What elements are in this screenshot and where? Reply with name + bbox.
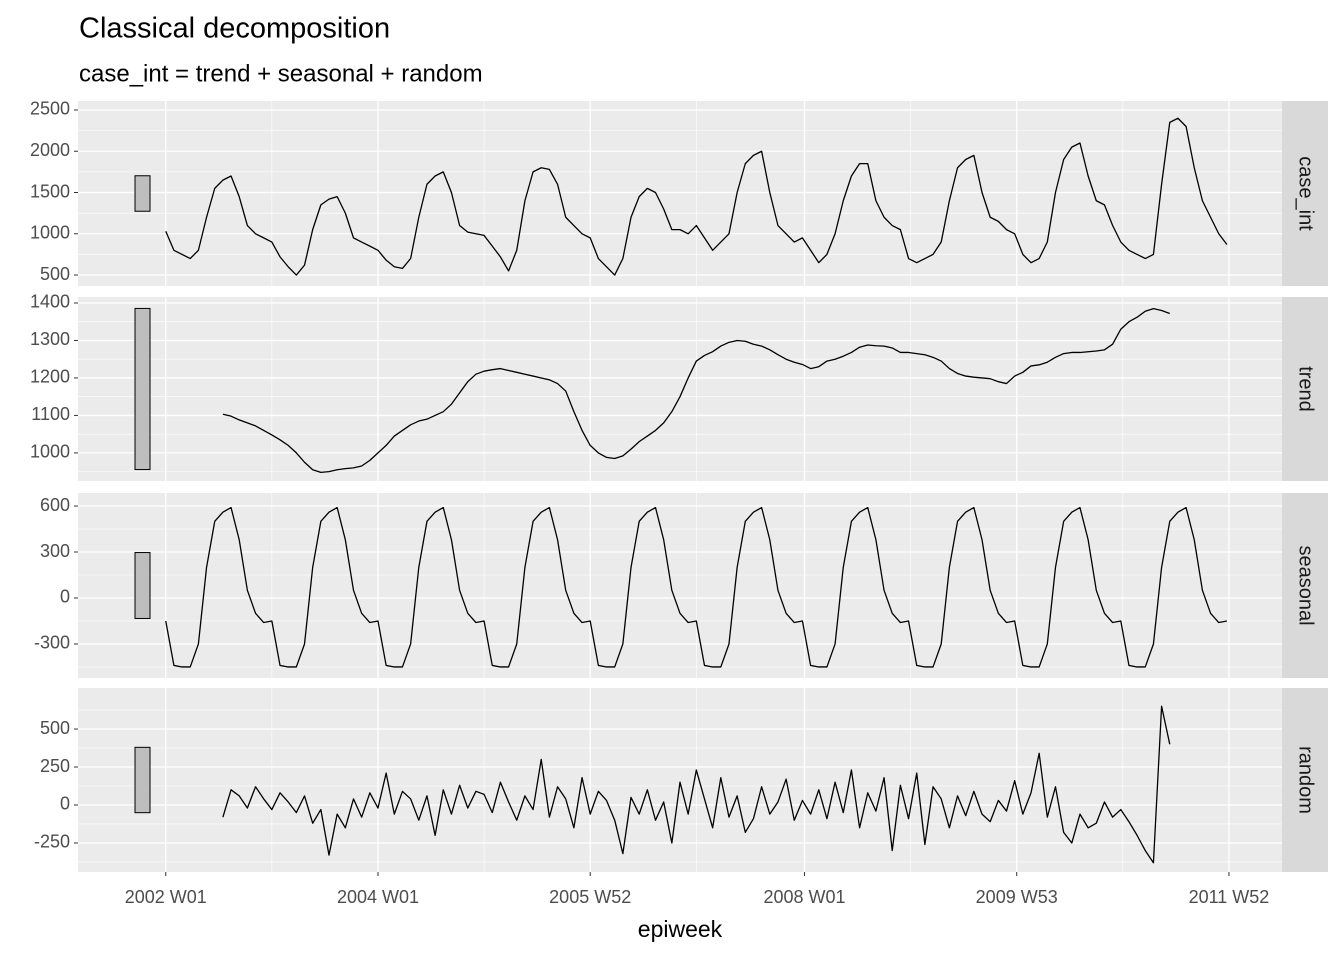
x-tick-label: 2011 W52 [1189, 887, 1270, 907]
x-tick-label: 2009 W53 [976, 887, 1058, 907]
range-bar [134, 552, 151, 619]
series-line [165, 506, 1228, 668]
chart-title: Classical decomposition [79, 13, 390, 45]
panel-background [78, 688, 1282, 872]
series-line [222, 307, 1170, 474]
y-tick-label: 1500 [30, 181, 70, 201]
y-tick-label: 600 [40, 495, 70, 515]
x-tick-label: 2002 W01 [125, 887, 207, 907]
y-tick-label: 250 [40, 756, 70, 776]
facet-label: random [1295, 746, 1317, 814]
y-tick-label: -250 [34, 832, 70, 852]
y-tick-label: 2000 [30, 140, 70, 160]
y-tick-label: 1100 [31, 404, 70, 424]
y-tick-label: 1300 [30, 329, 70, 349]
chart-subtitle: case_int = trend + seasonal + random [79, 60, 483, 87]
y-tick-label: 300 [40, 541, 70, 561]
range-bar [134, 307, 151, 471]
panel-background [78, 297, 1282, 481]
y-tick-label: -300 [34, 633, 70, 653]
y-tick-label: 0 [60, 587, 70, 607]
facet-strip [1282, 493, 1328, 678]
y-tick-label: 1400 [30, 292, 70, 312]
facet-strip [1282, 688, 1328, 872]
facet-label: trend [1295, 366, 1317, 412]
y-tick-label: 0 [60, 794, 70, 814]
y-tick-label: 2500 [30, 99, 70, 119]
series-line [165, 117, 1228, 276]
x-tick-label: 2008 W01 [763, 887, 845, 907]
y-tick-label: 500 [40, 718, 70, 738]
x-tick-label: 2005 W52 [549, 887, 631, 907]
facet-label: case_int [1295, 156, 1317, 231]
facet-label: seasonal [1295, 545, 1317, 625]
range-bar [134, 746, 151, 814]
facet-strip [1282, 297, 1328, 481]
facet-strip [1282, 101, 1328, 286]
y-tick-label: 1000 [30, 442, 70, 462]
panel-background [78, 101, 1282, 286]
panel-background [78, 493, 1282, 678]
range-bar [134, 175, 151, 212]
y-tick-label: 1200 [30, 367, 70, 387]
series-line [222, 705, 1171, 864]
x-tick-label: 2004 W01 [337, 887, 419, 907]
x-axis-title: epiweek [638, 916, 723, 942]
y-tick-label: 500 [40, 264, 70, 284]
y-tick-label: 1000 [30, 223, 70, 243]
